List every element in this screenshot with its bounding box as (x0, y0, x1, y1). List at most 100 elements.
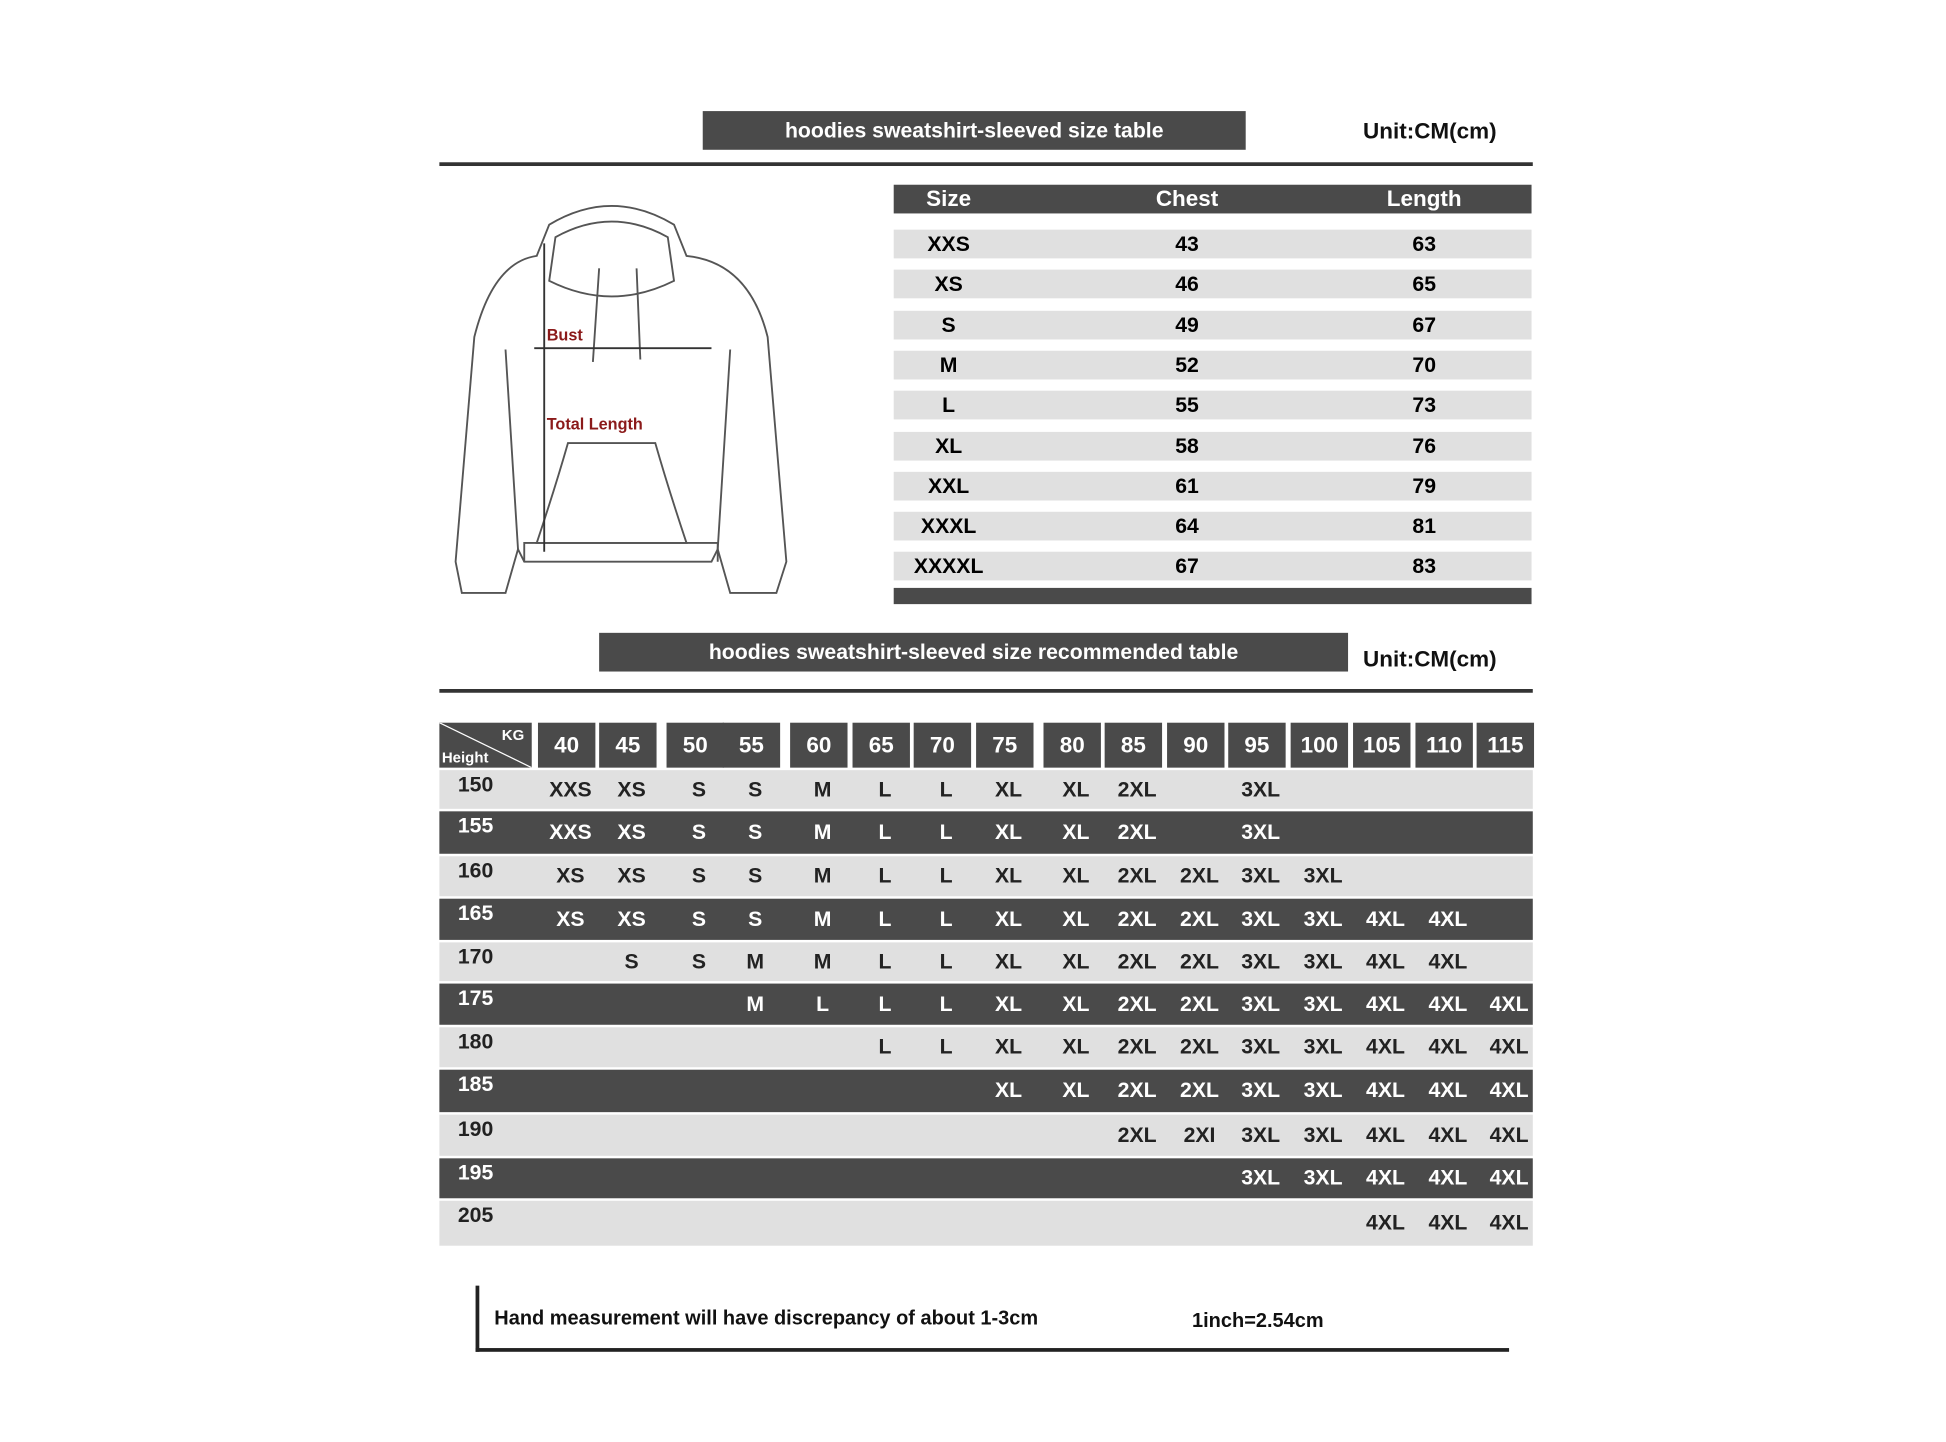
size-cell: XS (617, 906, 646, 931)
table-cell: 70 (1412, 353, 1437, 377)
size-cell: M (813, 906, 832, 931)
header-cell-bg (666, 722, 724, 768)
size-cell: XXS (549, 777, 592, 801)
table-cell: XS (934, 272, 963, 297)
table-cell: XXS (927, 232, 970, 256)
table-cell: L (942, 393, 956, 418)
rule (439, 689, 1533, 693)
bust-label: Bust (547, 327, 584, 345)
table-cell: 73 (1412, 393, 1437, 418)
size-cell: XS (556, 906, 585, 931)
rule (475, 1348, 1510, 1352)
size-cell: XS (617, 777, 646, 801)
size-cell: 4XL (1489, 1122, 1529, 1147)
size-cell: S (691, 863, 707, 888)
table-cell: 46 (1175, 272, 1199, 297)
size-cell: 4XL (1366, 1034, 1405, 1059)
size-cell: S (624, 949, 639, 973)
size-cell: 2XL (1117, 1034, 1157, 1059)
row-bar (439, 942, 1533, 982)
row-bar (893, 269, 1532, 299)
size-cell: S (691, 820, 707, 844)
header-cell-bg (1228, 722, 1286, 768)
weight-label: 105 (1363, 732, 1401, 758)
size-cell: 3XL (1241, 949, 1281, 973)
row-bar (439, 1200, 1533, 1246)
table-cell: 83 (1412, 554, 1437, 579)
header-cell-bg (790, 722, 848, 768)
size-cell: 3XL (1303, 1078, 1343, 1103)
size-cell: L (878, 991, 892, 1016)
size-cell: 4XL (1428, 1122, 1468, 1147)
table-cell: 67 (1412, 312, 1437, 337)
size-cell: L (878, 777, 892, 801)
size-cell: L (878, 906, 892, 931)
size-cell: 3XL (1241, 1034, 1281, 1059)
size-cell: M (813, 777, 832, 801)
size-cell: 4XL (1366, 1165, 1405, 1190)
size-cell: 2XL (1117, 863, 1157, 888)
size-cell: 3XL (1241, 1078, 1281, 1103)
weight-label: 40 (554, 732, 580, 758)
size-cell: M (813, 820, 832, 844)
size-cell: L (939, 906, 953, 931)
size-cell: 3XL (1241, 777, 1281, 801)
size-cell: 3XL (1241, 820, 1281, 844)
size-cell: XL (1062, 949, 1090, 973)
weight-label: 55 (738, 732, 764, 758)
size-cell: 2XL (1180, 906, 1219, 931)
row-bar (893, 229, 1532, 259)
row-bar (439, 1158, 1533, 1199)
header-cell-bg (599, 722, 657, 768)
size-cell: XL (994, 991, 1023, 1016)
size-cell: 4XL (1489, 1078, 1529, 1103)
table-cell: 61 (1175, 474, 1199, 498)
size-cell: M (813, 863, 832, 888)
size-cell: XL (994, 949, 1023, 973)
footer-conversion: 1inch=2.54cm (1192, 1310, 1324, 1332)
size-cell: M (746, 991, 765, 1016)
weight-label: 80 (1059, 732, 1085, 758)
header-bar (893, 184, 1532, 214)
size-cell: 4XL (1489, 1210, 1529, 1235)
header-cell-bg (913, 722, 972, 768)
size-cell: L (816, 991, 830, 1016)
header-cell-bg (1043, 722, 1101, 768)
weight-label: 50 (682, 732, 708, 758)
size-cell: L (939, 820, 953, 844)
weight-label: 115 (1487, 732, 1524, 758)
size-cell: S (748, 777, 763, 801)
size-cell: 4XL (1366, 949, 1405, 973)
size-cell: 4XL (1366, 906, 1405, 931)
size-cell: 3XL (1303, 906, 1343, 931)
size-cell: 4XL (1428, 1165, 1468, 1190)
height-label: 150 (457, 772, 494, 797)
header-cell-bg (1415, 722, 1473, 768)
corner-cell: KG Height (439, 722, 532, 768)
size-cell: 3XL (1241, 1165, 1281, 1190)
row-bar (893, 350, 1532, 380)
size-cell: 2XL (1117, 820, 1157, 844)
size-cell: 3XL (1303, 949, 1343, 973)
size-cell: 3XL (1241, 991, 1281, 1016)
size-cell: 2XL (1117, 906, 1157, 931)
table-cell: 67 (1175, 554, 1199, 579)
size-cell: XL (1062, 777, 1090, 801)
size-cell: 3XL (1241, 906, 1281, 931)
size-cell: L (878, 863, 892, 888)
size-cell: M (813, 949, 832, 973)
header-cell-bg (1476, 722, 1535, 768)
size-cell: 2XL (1180, 1078, 1219, 1103)
size-cell: 4XL (1489, 1034, 1529, 1059)
kg-label: KG (501, 726, 525, 744)
size-cell: XL (994, 777, 1023, 801)
size-cell: 3XL (1241, 1122, 1281, 1147)
size-cell: L (939, 1034, 953, 1059)
size-cell: 4XL (1366, 991, 1405, 1016)
size-cell: XS (617, 863, 646, 888)
size-cell: 2XI (1183, 1122, 1216, 1147)
height-label: 195 (457, 1160, 494, 1185)
table-cell: 79 (1412, 474, 1437, 498)
table-cell: S (941, 312, 956, 337)
